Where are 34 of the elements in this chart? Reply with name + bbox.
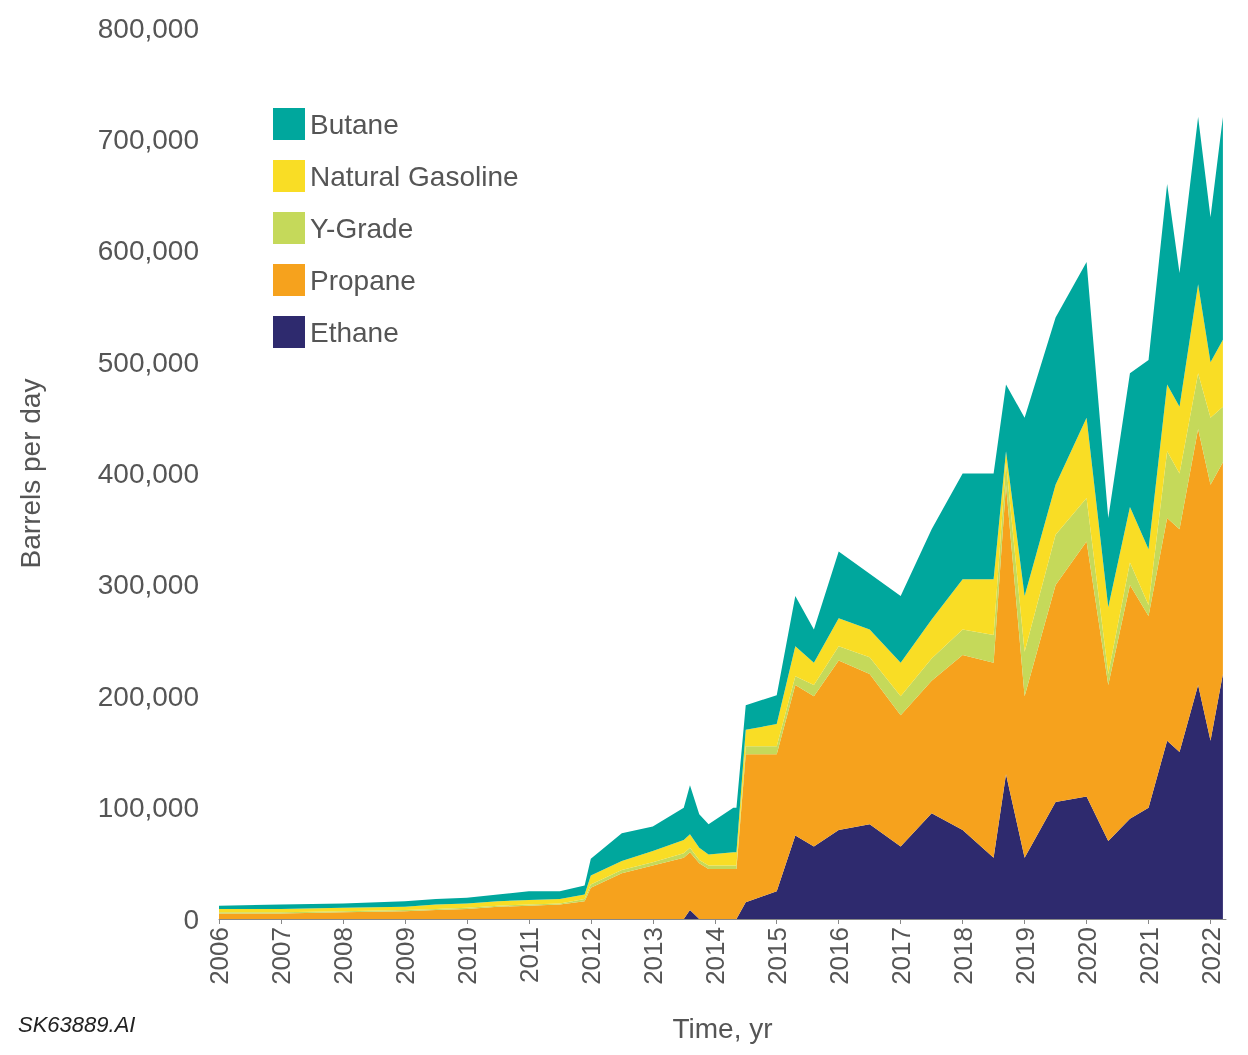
legend-label: Propane <box>310 264 416 296</box>
x-tick-label: 2016 <box>823 927 854 985</box>
x-tick-label: 2007 <box>265 927 296 985</box>
legend-label: Natural Gasoline <box>310 160 519 192</box>
x-tick-label: 2017 <box>885 927 916 985</box>
x-axis-title: Time, yr <box>672 1012 773 1044</box>
x-tick-label: 2012 <box>575 927 606 985</box>
text: SK63889.AI <box>18 1011 136 1037</box>
x-tick-label: 2006 <box>204 927 234 985</box>
x-tick-label: 2021 <box>1133 927 1164 985</box>
y-axis-title: Barrels per day <box>14 378 46 569</box>
x-tick-label: 2014 <box>699 927 730 985</box>
y-tick-label: 100,000 <box>97 792 199 824</box>
x-tick-label: 2013 <box>637 927 668 985</box>
legend-label: Butane <box>310 108 399 140</box>
legend-label: Ethane <box>310 316 399 348</box>
x-tick-label: 2008 <box>327 927 358 985</box>
x-tick-label: 2015 <box>761 927 792 985</box>
x-tick-label: 2020 <box>1071 927 1102 985</box>
legend-label: Y-Grade <box>310 212 414 244</box>
y-tick-label: 200,000 <box>97 680 199 712</box>
x-tick-label: 2010 <box>451 927 482 985</box>
y-tick-label: 300,000 <box>97 569 199 601</box>
x-tick-label: 2011 <box>513 927 544 983</box>
x-tick-label: 2022 <box>1195 927 1226 985</box>
y-tick-label: 600,000 <box>97 235 199 267</box>
y-tick-label: 0 <box>183 903 199 935</box>
x-tick-label: 2009 <box>389 927 420 985</box>
x-tick-label: 2018 <box>947 927 978 985</box>
y-tick-label: 800,000 <box>97 12 199 44</box>
x-tick-label: 2019 <box>1009 927 1040 985</box>
y-tick-label: 500,000 <box>97 346 199 378</box>
y-tick-label: 700,000 <box>97 123 199 155</box>
y-tick-label: 400,000 <box>97 458 199 489</box>
